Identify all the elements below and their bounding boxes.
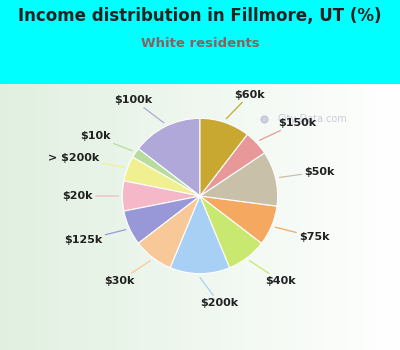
Text: $75k: $75k [275,227,330,242]
Wedge shape [124,196,200,243]
Text: City-Data.com: City-Data.com [277,114,347,124]
Text: $40k: $40k [250,261,296,286]
Wedge shape [200,118,247,196]
Wedge shape [138,196,200,268]
Wedge shape [200,196,277,243]
Text: $50k: $50k [279,167,335,177]
Wedge shape [124,157,200,196]
Text: $30k: $30k [104,261,150,286]
Wedge shape [200,196,262,268]
Wedge shape [200,134,264,196]
Text: $100k: $100k [114,95,164,123]
Wedge shape [133,149,200,196]
Text: $10k: $10k [80,132,132,151]
Wedge shape [138,118,200,196]
Text: $20k: $20k [62,191,118,201]
Wedge shape [200,153,278,206]
Text: White residents: White residents [141,37,259,50]
Text: > $200k: > $200k [48,153,124,167]
Wedge shape [122,181,200,211]
Text: $60k: $60k [226,90,265,119]
Text: $125k: $125k [64,230,126,245]
Text: Income distribution in Fillmore, UT (%): Income distribution in Fillmore, UT (%) [18,7,382,25]
Text: $150k: $150k [260,118,316,140]
Text: $200k: $200k [200,278,238,308]
Wedge shape [170,196,230,274]
